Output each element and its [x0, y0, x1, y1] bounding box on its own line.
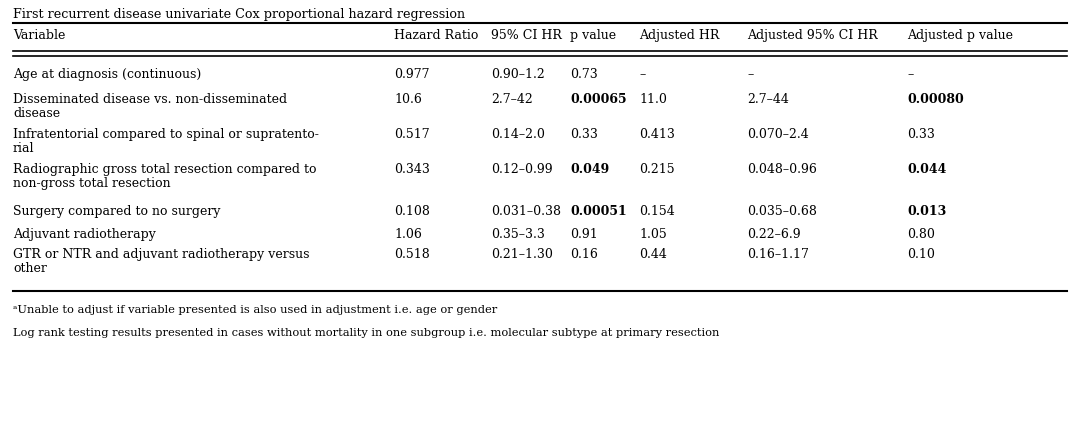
Text: 0.977: 0.977	[394, 68, 430, 81]
Text: 0.14–2.0: 0.14–2.0	[491, 128, 545, 141]
Text: 0.413: 0.413	[639, 128, 675, 141]
Text: –: –	[639, 68, 646, 81]
Text: 0.044: 0.044	[907, 163, 946, 176]
Text: 2.7–44: 2.7–44	[747, 93, 789, 106]
Text: Adjusted 95% CI HR: Adjusted 95% CI HR	[747, 29, 878, 42]
Text: –: –	[747, 68, 754, 81]
Text: 0.518: 0.518	[394, 248, 430, 261]
Text: 0.108: 0.108	[394, 205, 430, 218]
Text: 0.035–0.68: 0.035–0.68	[747, 205, 818, 218]
Text: 0.44: 0.44	[639, 248, 667, 261]
Text: 0.73: 0.73	[570, 68, 598, 81]
Text: 0.00051: 0.00051	[570, 205, 627, 218]
Text: non-gross total resection: non-gross total resection	[13, 177, 171, 190]
Text: 1.05: 1.05	[639, 228, 667, 241]
Text: 0.154: 0.154	[639, 205, 675, 218]
Text: 0.12–0.99: 0.12–0.99	[491, 163, 553, 176]
Text: 0.049: 0.049	[570, 163, 609, 176]
Text: 0.16: 0.16	[570, 248, 598, 261]
Text: 0.35–3.3: 0.35–3.3	[491, 228, 545, 241]
Text: 0.048–0.96: 0.048–0.96	[747, 163, 818, 176]
Text: Disseminated disease vs. non-disseminated: Disseminated disease vs. non-disseminate…	[13, 93, 287, 106]
Text: 1.06: 1.06	[394, 228, 422, 241]
Text: Adjusted HR: Adjusted HR	[639, 29, 719, 42]
Text: Infratentorial compared to spinal or supratento-: Infratentorial compared to spinal or sup…	[13, 128, 319, 141]
Text: 0.33: 0.33	[907, 128, 935, 141]
Text: Variable: Variable	[13, 29, 65, 42]
Text: –: –	[907, 68, 914, 81]
Text: 2.7–42: 2.7–42	[491, 93, 534, 106]
Text: 0.90–1.2: 0.90–1.2	[491, 68, 545, 81]
Text: 0.91: 0.91	[570, 228, 598, 241]
Text: other: other	[13, 262, 46, 275]
Text: rial: rial	[13, 142, 35, 155]
Text: Log rank testing results presented in cases without mortality in one subgroup i.: Log rank testing results presented in ca…	[13, 328, 719, 338]
Text: 10.6: 10.6	[394, 93, 422, 106]
Text: 0.517: 0.517	[394, 128, 430, 141]
Text: 0.013: 0.013	[907, 205, 946, 218]
Text: 95% CI HR: 95% CI HR	[491, 29, 563, 42]
Text: Adjuvant radiotherapy: Adjuvant radiotherapy	[13, 228, 156, 241]
Text: 0.00080: 0.00080	[907, 93, 964, 106]
Text: 0.80: 0.80	[907, 228, 935, 241]
Text: ᵃUnable to adjust if variable presented is also used in adjustment i.e. age or g: ᵃUnable to adjust if variable presented …	[13, 305, 497, 315]
Text: 0.22–6.9: 0.22–6.9	[747, 228, 801, 241]
Text: p value: p value	[570, 29, 617, 42]
Text: 0.070–2.4: 0.070–2.4	[747, 128, 809, 141]
Text: Adjusted p value: Adjusted p value	[907, 29, 1013, 42]
Text: Surgery compared to no surgery: Surgery compared to no surgery	[13, 205, 220, 218]
Text: disease: disease	[13, 107, 60, 120]
Text: 0.215: 0.215	[639, 163, 675, 176]
Text: 11.0: 11.0	[639, 93, 667, 106]
Text: 0.10: 0.10	[907, 248, 935, 261]
Text: Radiographic gross total resection compared to: Radiographic gross total resection compa…	[13, 163, 316, 176]
Text: 0.21–1.30: 0.21–1.30	[491, 248, 553, 261]
Text: 0.33: 0.33	[570, 128, 598, 141]
Text: Age at diagnosis (continuous): Age at diagnosis (continuous)	[13, 68, 201, 81]
Text: 0.343: 0.343	[394, 163, 430, 176]
Text: Hazard Ratio: Hazard Ratio	[394, 29, 478, 42]
Text: First recurrent disease univariate Cox proportional hazard regression: First recurrent disease univariate Cox p…	[13, 8, 465, 21]
Text: 0.00065: 0.00065	[570, 93, 626, 106]
Text: 0.16–1.17: 0.16–1.17	[747, 248, 809, 261]
Text: GTR or NTR and adjuvant radiotherapy versus: GTR or NTR and adjuvant radiotherapy ver…	[13, 248, 310, 261]
Text: 0.031–0.38: 0.031–0.38	[491, 205, 562, 218]
